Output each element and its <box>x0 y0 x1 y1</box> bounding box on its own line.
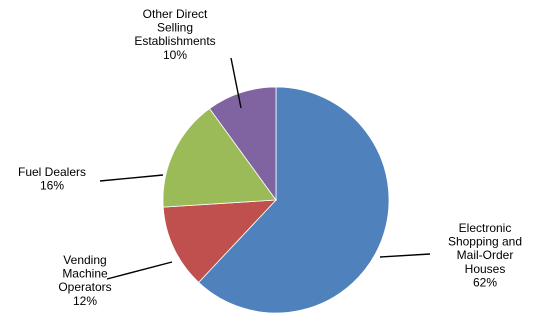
slice-label-line: Fuel Dealers <box>18 165 86 179</box>
slice-percent-label: 16% <box>40 179 64 193</box>
slice-label-line: Houses <box>465 262 506 276</box>
slice-label: Other Direct Selling Establishments 10% <box>134 7 215 62</box>
slice-label-line: Other Direct <box>143 7 208 21</box>
slice-label-line: Vending <box>63 253 106 267</box>
slice-label: Vending Machine Operators 12% <box>58 253 111 308</box>
pie-slice-fuel-dealers <box>162 108 277 208</box>
leader-line <box>106 261 173 280</box>
leader-line <box>99 174 164 182</box>
slice-label-line: Operators <box>58 280 111 294</box>
slice-label: Fuel Dealers 16% <box>18 165 86 193</box>
leader-line <box>230 57 242 109</box>
slice-label-line: Machine <box>62 267 108 281</box>
pie-slice-vending-machine-operators <box>162 199 277 283</box>
slice-label-line: Mail-Order <box>457 248 514 262</box>
leader-lines <box>99 57 431 280</box>
slice-label: Electronic Shopping and Mail-Order Houses 62… <box>448 221 522 289</box>
slice-label-line: Electronic <box>459 221 512 235</box>
pie-slice-electronic-shopping-and-mail-order-houses <box>198 86 390 314</box>
pie-slices <box>162 86 390 314</box>
slice-label-line: Shopping and <box>448 235 522 249</box>
slice-label-line: Establishments <box>134 34 215 48</box>
pie-slice-other-direct-selling-establishments <box>209 86 277 202</box>
slice-percent-label: 12% <box>73 294 97 308</box>
slice-percent-label: 62% <box>473 275 497 289</box>
slice-percent-label: 10% <box>163 48 187 62</box>
slice-labels: Electronic Shopping and Mail-Order Houses 62… <box>18 7 522 308</box>
leader-line <box>379 253 431 258</box>
slice-label-line: Selling <box>157 21 193 35</box>
